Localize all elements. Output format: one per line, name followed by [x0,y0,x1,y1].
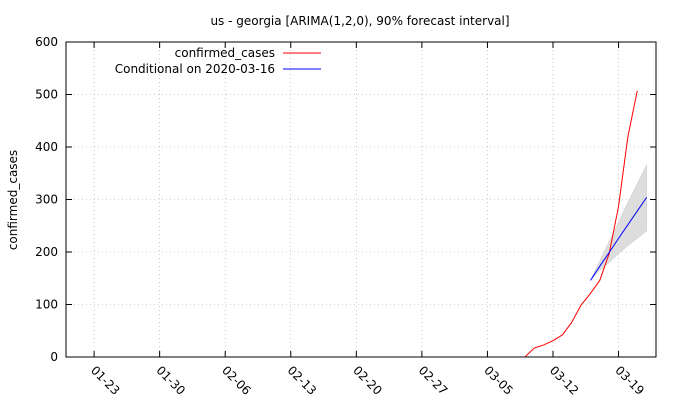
x-tick-label: 02-27 [416,363,451,398]
x-tick-label: 03-05 [481,363,516,398]
legend-label: Conditional on 2020-03-16 [115,62,275,76]
grid [66,42,656,357]
chart-title: us - georgia [ARIMA(1,2,0), 90% forecast… [210,14,509,28]
y-tick-label: 200 [35,245,58,259]
x-tick-label: 01-23 [88,363,123,398]
y-tick-label: 600 [35,35,58,49]
y-tick-label: 100 [35,298,58,312]
y-axis-label: confirmed_cases [6,150,20,250]
y-tick-label: 300 [35,193,58,207]
x-tick-label: 03-19 [612,363,647,398]
x-tick-label: 03-12 [547,363,582,398]
y-tick-label: 400 [35,140,58,154]
legend: confirmed_cases Conditional on 2020-03-16 [115,46,321,76]
y-tick-label: 0 [50,350,58,364]
series-line-0 [524,90,638,357]
series-lines [524,90,648,357]
series-line-1 [590,197,648,281]
axis-ticks: 0 100 200 300 400 500 600 01-23 01-30 02-06 02-13 0… [35,35,656,398]
legend-label: confirmed_cases [175,46,275,60]
x-tick-label: 02-13 [285,363,320,398]
x-tick-label: 01-30 [154,363,189,398]
y-tick-label: 500 [35,88,58,102]
x-tick-label: 02-20 [350,363,385,398]
x-tick-label: 02-06 [219,363,254,398]
